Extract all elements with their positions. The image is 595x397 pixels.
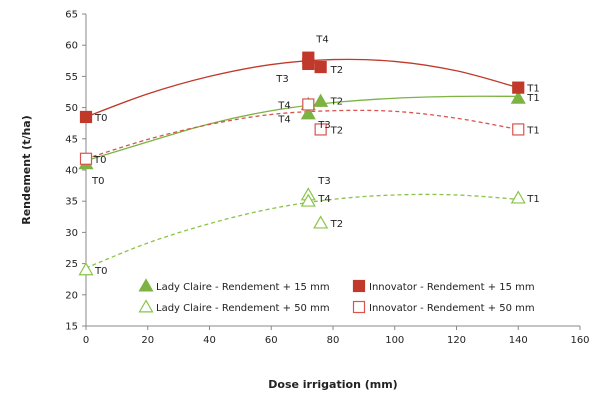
y-tick-label: 15 xyxy=(65,322,78,333)
data-point-series-4-t1 xyxy=(512,123,525,136)
x-tick-label: 60 xyxy=(265,335,278,346)
legend-marker-series-4 xyxy=(352,300,366,314)
point-label: T1 xyxy=(526,194,539,205)
data-point-series-3-t0 xyxy=(78,262,94,276)
point-label: T3 xyxy=(317,120,330,131)
x-tick-label: 100 xyxy=(385,335,404,346)
trend-line-series-3 xyxy=(85,193,519,269)
x-tick-label: 140 xyxy=(509,335,528,346)
data-point-series-3-t4 xyxy=(300,193,316,207)
legend-marker-series-1 xyxy=(138,278,154,292)
point-label: T4 xyxy=(277,100,290,111)
x-axis-title: Dose irrigation (mm) xyxy=(268,378,397,391)
x-tick-label: 0 xyxy=(83,335,89,346)
point-label: T3 xyxy=(275,74,288,85)
data-point-series-1-t1 xyxy=(510,90,526,104)
data-point-series-2-t2 xyxy=(314,60,327,74)
y-axis-title: Rendement (t/ha) xyxy=(20,115,33,225)
x-tick-label: 20 xyxy=(141,335,154,346)
data-point-series-2-t0 xyxy=(79,110,93,124)
x-tick-label: 160 xyxy=(570,335,589,346)
x-tick-label: 40 xyxy=(203,335,216,346)
data-point-series-2-t4 xyxy=(302,51,315,64)
y-tick-label: 60 xyxy=(65,41,78,52)
data-point-series-4-t2 xyxy=(314,123,327,136)
data-point-series-4-t0 xyxy=(79,152,93,165)
point-label: T1 xyxy=(526,93,539,104)
y-tick-label: 45 xyxy=(65,134,78,145)
legend-label-series-3: Lady Claire - Rendement + 50 mm xyxy=(156,303,330,314)
y-tick-label: 40 xyxy=(65,166,78,177)
legend-label-series-2: Innovator - Rendement + 15 mm xyxy=(369,282,535,293)
legend: Lady Claire - Rendement + 15 mm Innovator… xyxy=(138,278,535,314)
axes xyxy=(85,14,580,327)
tick-labels: 15 20 25 30 35 40 45 50 55 60 65 0 20 40 60 80 100 120 140… xyxy=(65,10,589,347)
point-label: T2 xyxy=(330,96,343,107)
data-point-series-2-t1 xyxy=(512,81,525,94)
data-point-series-1-t2 xyxy=(313,93,329,107)
point-label: T0 xyxy=(93,155,106,166)
x-tick-label: 120 xyxy=(447,335,466,346)
legend-marker-series-2 xyxy=(352,279,366,293)
y-tick-label: 50 xyxy=(65,103,78,114)
y-tick-label: 30 xyxy=(65,228,78,239)
data-point-series-3-t2 xyxy=(313,215,329,229)
y-tick-label: 20 xyxy=(65,290,78,301)
y-tick-label: 65 xyxy=(65,10,78,21)
trend-line-series-4 xyxy=(85,109,519,160)
legend-marker-series-3 xyxy=(138,299,154,313)
y-tick-label: 55 xyxy=(65,72,78,83)
y-tick-label: 25 xyxy=(65,259,78,270)
point-label: T0 xyxy=(94,266,107,277)
point-label: T4 xyxy=(315,35,328,46)
trend-line-series-2 xyxy=(85,58,519,118)
x-tick-label: 80 xyxy=(327,335,340,346)
data-point-series-3-t1 xyxy=(510,190,526,204)
point-label: T3 xyxy=(317,176,330,187)
point-label: T2 xyxy=(330,125,343,136)
trend-line-series-1 xyxy=(85,95,519,162)
data-point-series-4-t4 xyxy=(302,98,315,111)
point-label: T2 xyxy=(330,219,343,230)
point-label: T1 xyxy=(526,84,539,95)
legend-label-series-1: Lady Claire - Rendement + 15 mm xyxy=(156,282,330,293)
data-point-series-1-t3 xyxy=(300,106,316,120)
point-label: T0 xyxy=(94,113,107,124)
point-label: T4 xyxy=(317,194,330,205)
data-points xyxy=(78,51,526,276)
point-label: T4 xyxy=(277,114,290,125)
point-label: T2 xyxy=(330,65,343,76)
trend-lines xyxy=(85,58,519,269)
point-label: T1 xyxy=(526,125,539,136)
y-tick-label: 35 xyxy=(65,197,78,208)
legend-label-series-4: Innovator - Rendement + 50 mm xyxy=(369,303,535,314)
point-label: T0 xyxy=(91,176,104,187)
